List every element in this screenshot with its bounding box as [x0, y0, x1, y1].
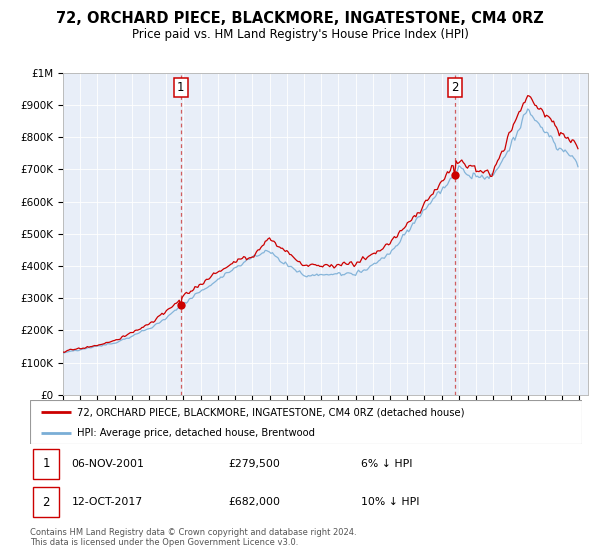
Text: 72, ORCHARD PIECE, BLACKMORE, INGATESTONE, CM4 0RZ (detached house): 72, ORCHARD PIECE, BLACKMORE, INGATESTON… [77, 407, 464, 417]
Text: 1: 1 [42, 458, 50, 470]
Text: 1: 1 [177, 81, 185, 94]
Bar [33, 449, 59, 479]
Text: 6% ↓ HPI: 6% ↓ HPI [361, 459, 413, 469]
Text: Price paid vs. HM Land Registry's House Price Index (HPI): Price paid vs. HM Land Registry's House … [131, 28, 469, 41]
Text: £682,000: £682,000 [229, 497, 281, 507]
Text: 2: 2 [451, 81, 459, 94]
Text: This data is licensed under the Open Government Licence v3.0.: This data is licensed under the Open Gov… [30, 538, 298, 547]
Text: 72, ORCHARD PIECE, BLACKMORE, INGATESTONE, CM4 0RZ: 72, ORCHARD PIECE, BLACKMORE, INGATESTON… [56, 11, 544, 26]
Text: 2: 2 [42, 496, 50, 508]
Text: £279,500: £279,500 [229, 459, 281, 469]
Text: 12-OCT-2017: 12-OCT-2017 [71, 497, 143, 507]
Bar [33, 487, 59, 517]
Text: Contains HM Land Registry data © Crown copyright and database right 2024.: Contains HM Land Registry data © Crown c… [30, 528, 356, 536]
Text: HPI: Average price, detached house, Brentwood: HPI: Average price, detached house, Bren… [77, 428, 315, 437]
Text: 10% ↓ HPI: 10% ↓ HPI [361, 497, 420, 507]
Text: 06-NOV-2001: 06-NOV-2001 [71, 459, 144, 469]
